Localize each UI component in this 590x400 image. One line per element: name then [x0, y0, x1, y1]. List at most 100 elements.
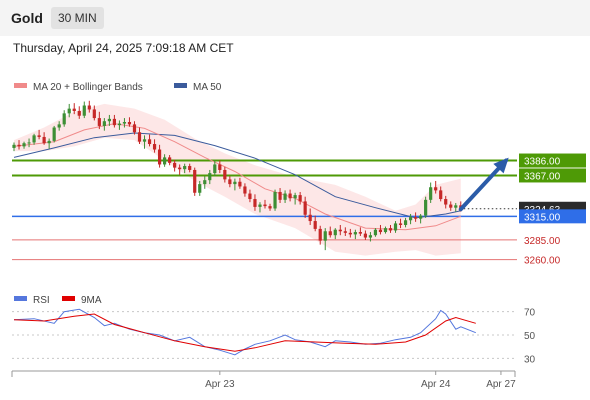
candle-body [163, 157, 167, 165]
candle [42, 132, 46, 145]
candle-body [37, 135, 41, 137]
candle-body [198, 184, 202, 193]
candle [288, 189, 292, 202]
rsi-legend: RSI 9MA [14, 295, 102, 306]
candle-body [213, 164, 217, 174]
candle [414, 212, 418, 222]
candle [243, 183, 247, 197]
level-label: 3367.00 [524, 171, 561, 182]
candle [183, 163, 187, 174]
candle-body [419, 215, 423, 219]
candle-body [449, 204, 453, 208]
candle-body [22, 143, 26, 147]
candle-body [444, 199, 448, 205]
candle [298, 191, 302, 205]
rsi-legend-label: RSI [33, 295, 50, 306]
candle-body [137, 132, 142, 142]
level-label-box [519, 153, 586, 168]
candle-body [248, 193, 252, 200]
candle-body [72, 108, 76, 112]
candle-body [77, 111, 81, 116]
candle [419, 213, 423, 224]
rsi-panel: 70 50 30 [12, 308, 536, 365]
candle-body [439, 190, 443, 200]
candle-body [228, 179, 232, 185]
candle-body [147, 139, 152, 145]
candle-body [454, 205, 458, 208]
candle [52, 125, 56, 143]
candle-body [32, 135, 36, 143]
timeframe-badge[interactable]: 30 MIN [51, 7, 104, 29]
candle [223, 166, 227, 183]
candle-body [157, 149, 162, 165]
candle [147, 134, 152, 147]
candle-body [208, 173, 212, 181]
candle [132, 121, 137, 135]
candle-body [383, 228, 388, 233]
rsi-ma-line [13, 313, 476, 352]
candle [258, 202, 262, 213]
candle [112, 114, 116, 128]
candle [37, 129, 41, 140]
rsi-legend-label: 9MA [81, 295, 102, 306]
rsi-legend-swatch [14, 296, 27, 301]
candle-body [258, 204, 262, 207]
candle [353, 229, 357, 240]
candle [454, 202, 458, 212]
candle [393, 221, 398, 233]
time-tick-label: Apr 23 [205, 379, 235, 390]
candle-body [127, 122, 132, 125]
candle-body [107, 118, 111, 122]
candle-body [238, 181, 242, 187]
candle-body [353, 232, 357, 235]
candle [283, 190, 287, 203]
candle [57, 121, 61, 131]
candle [358, 227, 362, 236]
candle [398, 218, 403, 229]
candle-body [203, 180, 207, 185]
candle [293, 192, 297, 205]
rsi-tick-label: 70 [524, 308, 536, 319]
candle [12, 142, 16, 152]
candle [188, 163, 192, 173]
candle-body [263, 204, 267, 207]
candle [383, 226, 388, 234]
candle-body [117, 123, 122, 126]
candle [444, 195, 448, 209]
candle-body [338, 229, 342, 232]
candle-body [398, 223, 403, 225]
candle-body [168, 157, 172, 163]
candle [82, 101, 86, 119]
candle [449, 201, 453, 211]
candle-body [308, 214, 312, 222]
time-tick-label: Apr 27 [486, 379, 516, 390]
candle [248, 189, 252, 203]
candle [373, 228, 378, 237]
candle-body [393, 223, 398, 231]
rsi-line [13, 308, 476, 356]
candle [253, 194, 257, 211]
candle-body [218, 164, 222, 170]
candle [238, 177, 242, 189]
candle [323, 228, 327, 251]
candle [137, 127, 142, 145]
main-legend: MA 20 + Bollinger Bands MA 50 [14, 82, 222, 93]
candle-body [298, 195, 302, 202]
candle [102, 118, 106, 131]
candle [22, 141, 26, 149]
candle-body [323, 231, 327, 241]
candle [117, 120, 122, 130]
candle [328, 226, 332, 238]
candle [87, 100, 91, 113]
legend-label: MA 50 [193, 82, 222, 93]
candle-body [373, 229, 378, 236]
candle-body [268, 206, 272, 209]
candle-body [42, 136, 46, 144]
candle-body [17, 144, 21, 147]
candle [308, 208, 312, 225]
projection-layer [458, 157, 517, 212]
legend-label: MA 20 + Bollinger Bands [33, 82, 143, 93]
candle [27, 138, 31, 148]
candle [62, 110, 66, 127]
